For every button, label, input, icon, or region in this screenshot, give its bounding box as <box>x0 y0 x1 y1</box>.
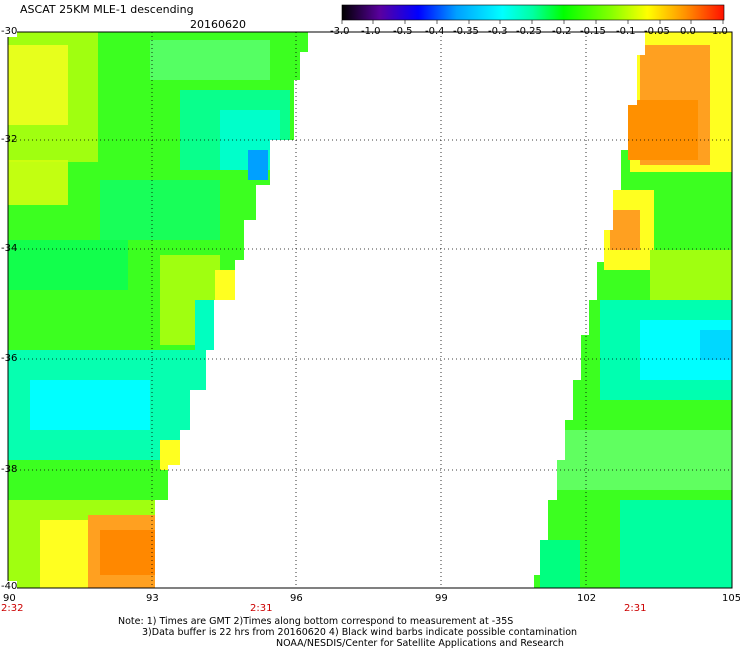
time-label-right: 2:31 <box>624 603 647 614</box>
colorbar-label: -0.3 <box>488 26 508 37</box>
graticule <box>8 32 732 588</box>
y-tick-label: -36 <box>1 353 18 364</box>
date-label: 20160620 <box>190 18 246 31</box>
colorbar-label: -0.5 <box>393 26 413 37</box>
time-label-middle: 2:31 <box>250 603 273 614</box>
colorbar-label: 0.0 <box>680 26 696 37</box>
x-tick-label: 99 <box>435 593 448 604</box>
y-tick-label: -30 <box>1 26 18 37</box>
colorbar-label: -0.4 <box>425 26 445 37</box>
x-tick-label: 96 <box>290 593 303 604</box>
product-title: ASCAT 25KM MLE-1 descending <box>20 3 194 16</box>
colorbar-label: -0.25 <box>516 26 542 37</box>
colorbar-label: -3.0 <box>330 26 350 37</box>
colorbar-label: 1.0 <box>712 26 728 37</box>
x-tick-label: 105 <box>722 593 740 604</box>
x-tick-label: 102 <box>577 593 597 604</box>
colorbar-label: -0.2 <box>552 26 572 37</box>
colorbar-label: -0.15 <box>580 26 606 37</box>
y-tick-label: -40 <box>1 581 18 592</box>
footnote-line-2: 3)Data buffer is 22 hrs from 20160620 4)… <box>142 627 578 638</box>
right-swath <box>534 32 732 588</box>
footnote-line-3: NOAA/NESDIS/Center for Satellite Applica… <box>276 638 564 649</box>
x-tick-label: 90 <box>3 593 16 604</box>
footnote-line-1: Note: 1) Times are GMT 2)Times along bot… <box>118 616 514 627</box>
x-tick-label: 93 <box>146 593 159 604</box>
colorbar-label: -0.1 <box>616 26 636 37</box>
y-tick-label: -38 <box>1 464 18 475</box>
colorbar <box>341 4 725 21</box>
colorbar-label: -0.35 <box>453 26 479 37</box>
y-tick-label: -32 <box>1 134 18 145</box>
time-label-left: 2:32 <box>1 603 24 614</box>
colorbar-label: -0.05 <box>644 26 670 37</box>
colorbar-label: -1.0 <box>361 26 381 37</box>
left-swath <box>8 32 308 588</box>
y-tick-label: -34 <box>1 243 18 254</box>
plot-frame <box>7 31 733 589</box>
